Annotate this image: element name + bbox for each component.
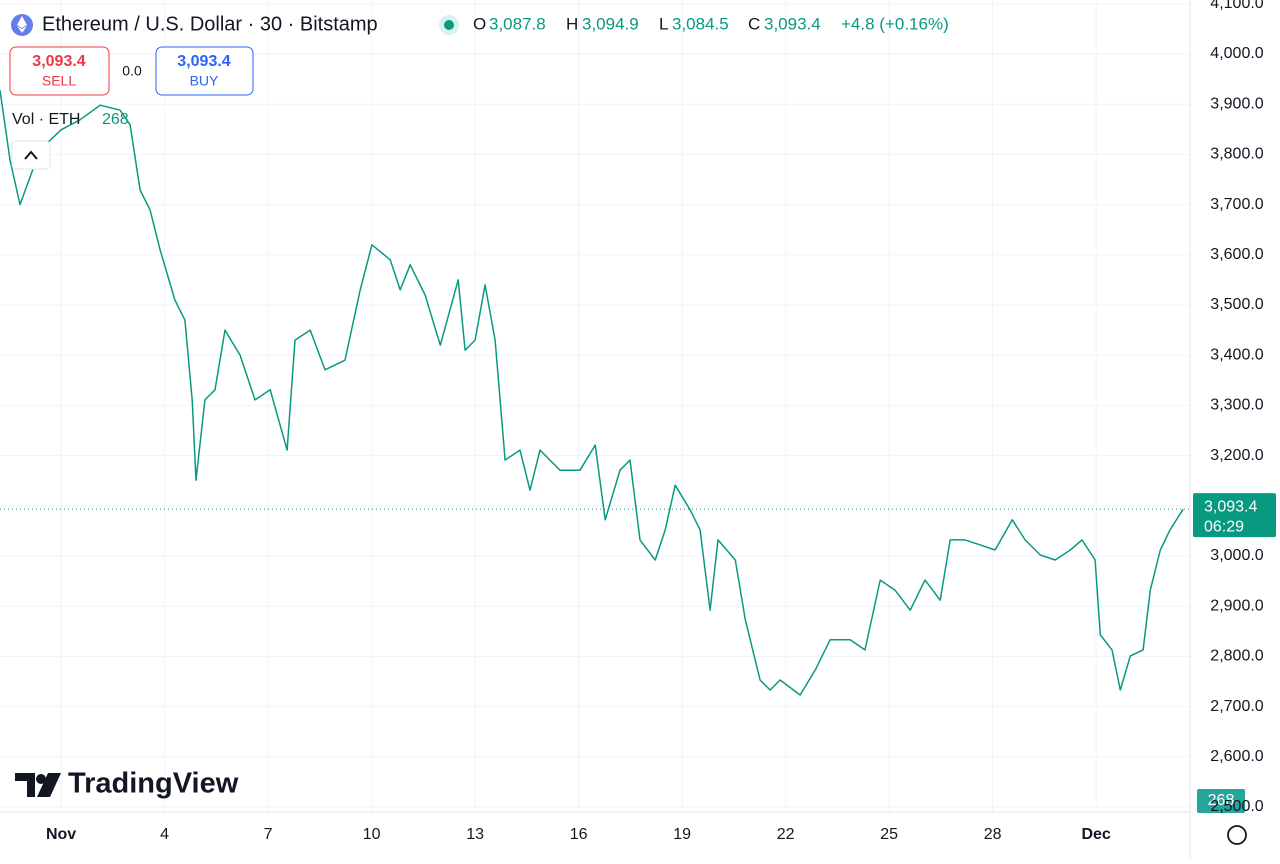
low-label: L	[659, 14, 668, 33]
high-label: H	[566, 14, 578, 33]
y-tick-label: 2,800.0	[1210, 648, 1263, 665]
y-tick-label: 2,500.0	[1210, 798, 1263, 815]
y-tick-label: 3,500.0	[1210, 296, 1263, 313]
sell-price: 3,093.4	[32, 53, 85, 70]
spread: 0.0	[122, 63, 142, 79]
settings-button[interactable]	[1227, 825, 1247, 845]
low-value: 3,084.5	[672, 14, 729, 33]
plot-area	[0, 0, 1190, 812]
y-tick-label: 3,600.0	[1210, 246, 1263, 263]
y-tick-label: 3,700.0	[1210, 196, 1263, 213]
logo-icon-dot	[36, 774, 46, 784]
x-tick-label: 22	[777, 826, 795, 843]
y-tick-label: 3,800.0	[1210, 146, 1263, 163]
x-tick-label: 7	[264, 826, 273, 843]
x-tick-label: 4	[160, 826, 169, 843]
change-value: +4.8 (+0.16%)	[841, 14, 949, 33]
y-tick-label: 3,900.0	[1210, 95, 1263, 112]
last-price-tag	[1193, 493, 1276, 538]
x-tick-label: Nov	[46, 826, 76, 843]
x-tick-label: 13	[466, 826, 484, 843]
logo-text: TradingView	[68, 768, 239, 800]
last-price-label: 3,093.4	[1204, 498, 1257, 515]
sell-label: SELL	[42, 73, 76, 89]
x-tick-label: 10	[363, 826, 381, 843]
y-tick-label: 2,900.0	[1210, 597, 1263, 614]
sell-button[interactable]	[9, 46, 110, 96]
status-dot	[444, 20, 454, 30]
countdown: 06:29	[1204, 518, 1244, 535]
y-tick-label: 4,000.0	[1210, 45, 1263, 62]
buy-label: BUY	[190, 73, 219, 89]
x-tick-label: 16	[570, 826, 588, 843]
buy-price: 3,093.4	[177, 53, 230, 70]
open-label: O	[473, 14, 486, 33]
y-tick-label: 3,000.0	[1210, 547, 1263, 564]
collapse-button[interactable]	[11, 140, 51, 170]
y-tick-label: 3,200.0	[1210, 447, 1263, 464]
volume-badge-value: 268	[1208, 792, 1235, 809]
y-tick-label: 4,100.0	[1210, 0, 1263, 12]
y-tick-label: 3,300.0	[1210, 397, 1263, 414]
price-line	[0, 90, 1184, 696]
x-tick-label: 19	[673, 826, 691, 843]
high-value: 3,094.9	[582, 14, 639, 33]
x-tick-label: Dec	[1081, 826, 1110, 843]
collapse-icon	[24, 150, 38, 160]
eth-icon-glyph	[17, 16, 27, 33]
x-tick-label: 25	[880, 826, 898, 843]
volume-badge	[1197, 789, 1245, 813]
close-value: 3,093.4	[764, 14, 821, 33]
y-tick-label: 3,400.0	[1210, 346, 1263, 363]
open-value: 3,087.8	[489, 14, 546, 33]
symbol-title: Ethereum / U.S. Dollar · 30 · Bitstamp	[42, 13, 378, 35]
logo-icon	[15, 773, 61, 797]
volume-label: Vol · ETH	[12, 111, 80, 128]
y-tick-label: 2,600.0	[1210, 748, 1263, 765]
volume-value: 268	[102, 111, 129, 128]
close-label: C	[748, 14, 760, 33]
y-tick-label: 2,700.0	[1210, 698, 1263, 715]
x-tick-label: 28	[984, 826, 1002, 843]
buy-button[interactable]	[155, 46, 254, 96]
